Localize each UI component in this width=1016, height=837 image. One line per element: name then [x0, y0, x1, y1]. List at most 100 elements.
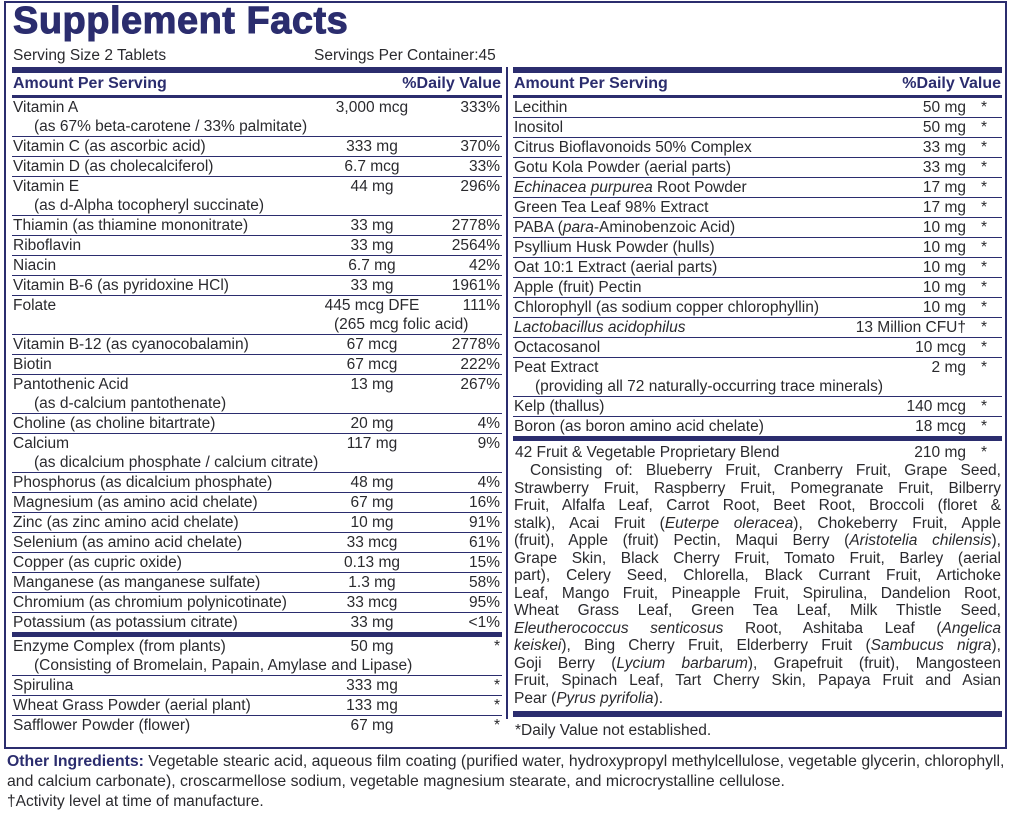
row-main-line: Choline (as choline bitartrate) 20 mg 4%	[12, 414, 502, 433]
nutrient-row: Selenium (as amino acid chelate) 33 mcg 61…	[12, 533, 502, 553]
nutrient-daily-value: *	[493, 677, 500, 694]
name-part: ),	[991, 532, 1001, 549]
nutrient-name: Citrus Bioflavonoids 50% Complex	[513, 138, 860, 157]
italic-name-part: Pyrus pyrifolia	[556, 689, 654, 707]
nutrient-amount: 133 mg	[346, 697, 398, 714]
nutrient-daily-value: *	[980, 279, 988, 296]
nutrient-source-detail: (Consisting of Bromelain, Papain, Amylas…	[34, 657, 413, 674]
amount-per-serving-heading: Amount Per Serving	[514, 75, 668, 92]
row-main-line: Pantothenic Acid 13 mg 267%	[12, 375, 502, 394]
name-part: ), Chokeberry Fruit, Apple	[793, 514, 1001, 532]
nutrient-daily-value: 296%	[460, 178, 500, 195]
nutrient-name: Chromium (as chromium polynicotinate)	[12, 593, 320, 612]
italic-name-part: Lycium barbarum	[616, 654, 748, 672]
nutrient-amount: 33 mg	[350, 277, 394, 294]
nutrient-name: Selenium (as amino acid chelate)	[12, 533, 320, 552]
nutrient-name: Apple (fruit) Pectin	[513, 278, 860, 297]
name-part: Magnesium (as amino acid chelate)	[13, 494, 258, 511]
nutrient-daily-value: 95%	[468, 594, 500, 611]
name-part: Vitamin A	[13, 99, 79, 116]
other-ingredients-text: Vegetable stearic acid, aqueous film coa…	[7, 753, 1005, 790]
nutrient-amount: 6.7 mg	[348, 257, 396, 274]
blend-line: part), Celery Seed, Chlorella, Black Cur…	[514, 567, 1001, 585]
activity-footnote: †Activity level at time of manufacture.	[7, 793, 264, 810]
nutrient-amount: 33 mcg	[346, 534, 398, 551]
row-main-line: Chlorophyll (as sodium copper chlorophyl…	[513, 298, 1002, 317]
other-ingredients-label: Other Ingredients:	[7, 753, 144, 770]
row-main-line: Vitamin A 3,000 mcg 333%	[12, 98, 502, 117]
row-main-line: Psyllium Husk Powder (hulls) 10 mg *	[513, 238, 1002, 257]
nutrient-name: Vitamin B-6 (as pyridoxine HCl)	[12, 276, 320, 295]
column-header: Amount Per Serving %Daily Value	[513, 73, 1002, 95]
nutrient-amount: 67 mcg	[346, 356, 398, 373]
daily-value-heading: %Daily Value	[402, 75, 501, 92]
nutrient-row: Enzyme Complex (from plants) 50 mg * (Consi…	[12, 637, 502, 676]
nutrient-daily-value: 33%	[468, 158, 500, 175]
blend-name: 42 Fruit & Vegetable Proprietary Blend	[515, 444, 780, 461]
row-main-line: Apple (fruit) Pectin 10 mg *	[513, 278, 1002, 297]
nutrient-row: Octacosanol 10 mcg *	[513, 338, 1002, 358]
divider-thick	[513, 436, 1002, 441]
nutrient-name: Safflower Powder (flower)	[12, 716, 320, 735]
nutrient-amount: 17 mg	[922, 179, 966, 196]
italic-name-part: Angelica	[941, 619, 1001, 637]
row-main-line: Copper (as cupric oxide) 0.13 mg 15%	[12, 553, 502, 572]
nutrient-daily-value: 61%	[468, 534, 500, 551]
nutrient-source-detail: (providing all 72 naturally-occurring tr…	[535, 378, 884, 395]
name-part: Citrus Bioflavonoids 50% Complex	[514, 139, 752, 156]
nutrient-amount: 10 mg	[922, 279, 966, 296]
blend-line: Fruit, Spinach Leaf, Tart Cherry Skin, P…	[514, 672, 1001, 690]
nutrient-row: Chromium (as chromium polynicotinate) 33 …	[12, 593, 502, 613]
name-part: Vitamin C (as ascorbic acid)	[13, 138, 206, 155]
blend-daily-value: *	[980, 444, 988, 461]
nutrient-name: Copper (as cupric oxide)	[12, 553, 320, 572]
name-part: Chromium (as chromium polynicotinate)	[13, 594, 287, 611]
nutrient-amount: 2 mg	[931, 359, 966, 376]
nutrient-source-detail: (as 67% beta-carotene / 33% palmitate)	[34, 118, 308, 135]
name-part: Chlorophyll (as sodium copper chlorophyl…	[514, 299, 819, 316]
nutrient-name: Echinacea purpurea Root Powder	[513, 178, 860, 197]
nutrient-amount: 48 mg	[350, 474, 394, 491]
nutrient-daily-value: 2778%	[451, 336, 500, 353]
nutrient-row: Inositol 50 mg *	[513, 118, 1002, 138]
row-main-line: Gotu Kola Powder (aerial parts) 33 mg *	[513, 158, 1002, 177]
italic-name-part: Eleutherococcus senticosus	[514, 619, 724, 637]
nutrient-row: Thiamin (as thiamine mononitrate) 33 mg 27…	[12, 216, 502, 236]
nutrient-amount: 33 mg	[350, 217, 394, 234]
row-main-line: Peat Extract 2 mg *	[513, 358, 1002, 377]
name-part: Inositol	[514, 119, 564, 136]
name-part: Biotin	[13, 356, 52, 373]
nutrient-daily-value: *	[493, 638, 500, 655]
row-main-line: Safflower Powder (flower) 67 mg *	[12, 716, 502, 735]
row-main-line: Vitamin B-12 (as cyanocobalamin) 67 mcg 27…	[12, 335, 502, 354]
nutrient-daily-value: 111%	[462, 297, 500, 314]
nutrient-daily-value: 4%	[477, 474, 500, 491]
blend-ingredients: Consisting of: Blueberry Fruit, Cranberr…	[514, 462, 1002, 707]
amount-per-serving-heading: Amount Per Serving	[13, 75, 167, 92]
nutrient-amount: 10 mg	[922, 239, 966, 256]
italic-name-part: Lactobacillus acidophilus	[514, 319, 686, 336]
nutrient-row: Vitamin B-6 (as pyridoxine HCl) 33 mg 1961…	[12, 276, 502, 296]
nutrient-row: Potassium (as potassium citrate) 33 mg <1%	[12, 613, 502, 632]
nutrient-row: Boron (as boron amino acid chelate) 18 mc…	[513, 417, 1002, 436]
nutrient-daily-value: 9%	[477, 435, 500, 452]
nutrient-daily-value: 2564%	[451, 237, 500, 254]
nutrient-daily-value: *	[980, 139, 988, 156]
italic-name-part: para	[562, 219, 594, 236]
nutrient-row: Magnesium (as amino acid chelate) 67 mg 16…	[12, 493, 502, 513]
row-main-line: Calcium 117 mg 9%	[12, 434, 502, 453]
nutrient-name: Potassium (as potassium citrate)	[12, 613, 320, 632]
nutrient-row: Spirulina 333 mg *	[12, 676, 502, 696]
nutrient-amount: 18 mcg	[915, 418, 966, 435]
nutrient-row: Vitamin D (as cholecalciferol) 6.7 mcg 33%	[12, 157, 502, 177]
nutrient-amount: 6.7 mcg	[344, 158, 400, 175]
nutrient-source-detail: (as dicalcium phosphate / calcium citrat…	[34, 454, 319, 471]
daily-value-footnote: *Daily Value not established.	[515, 722, 712, 739]
nutrient-amount: 10 mg	[922, 219, 966, 236]
proprietary-blend: 42 Fruit & Vegetable Proprietary Blend 2…	[513, 441, 1002, 711]
name-part: Spirulina	[13, 677, 74, 694]
nutrient-name: Kelp (thallus)	[513, 397, 860, 416]
nutrient-row: Vitamin C (as ascorbic acid) 333 mg 370%	[12, 137, 502, 157]
row-main-line: Folate 445 mcg DFE 111%	[12, 296, 502, 315]
name-part: Psyllium Husk Powder (hulls)	[514, 239, 715, 256]
